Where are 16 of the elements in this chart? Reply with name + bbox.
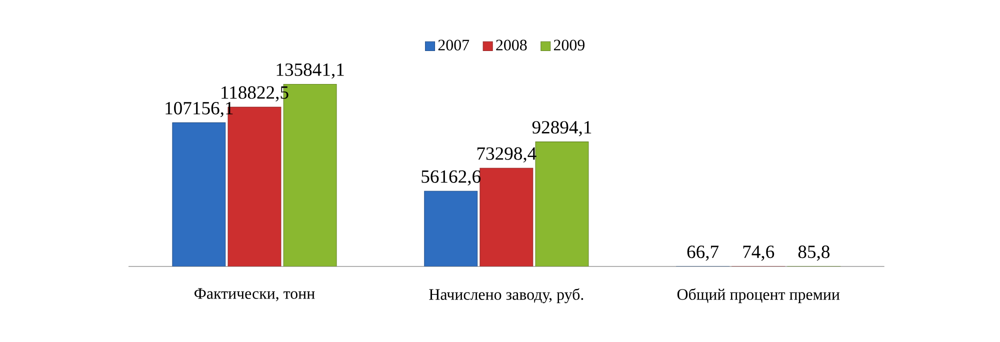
legend-label: 2009 xyxy=(554,40,584,50)
x-tick-label: Начислено заводу, руб. xyxy=(429,288,584,304)
data-label: 74,6 xyxy=(743,246,774,261)
data-label: 92894,1 xyxy=(532,121,592,136)
legend-label: 2008 xyxy=(496,40,527,50)
x-tick-label: Общий процент премии xyxy=(677,288,840,304)
x-tick-label: Фактически, тонн xyxy=(194,288,315,302)
bar xyxy=(535,142,589,266)
data-label: 85,8 xyxy=(798,246,830,261)
legend-label: 2007 xyxy=(438,40,470,50)
bar xyxy=(424,190,478,266)
data-label: 135841,1 xyxy=(276,63,344,79)
bar xyxy=(480,168,534,266)
bar xyxy=(172,122,226,266)
data-label: 66,7 xyxy=(687,246,719,261)
data-label: 107156,1 xyxy=(166,102,233,118)
